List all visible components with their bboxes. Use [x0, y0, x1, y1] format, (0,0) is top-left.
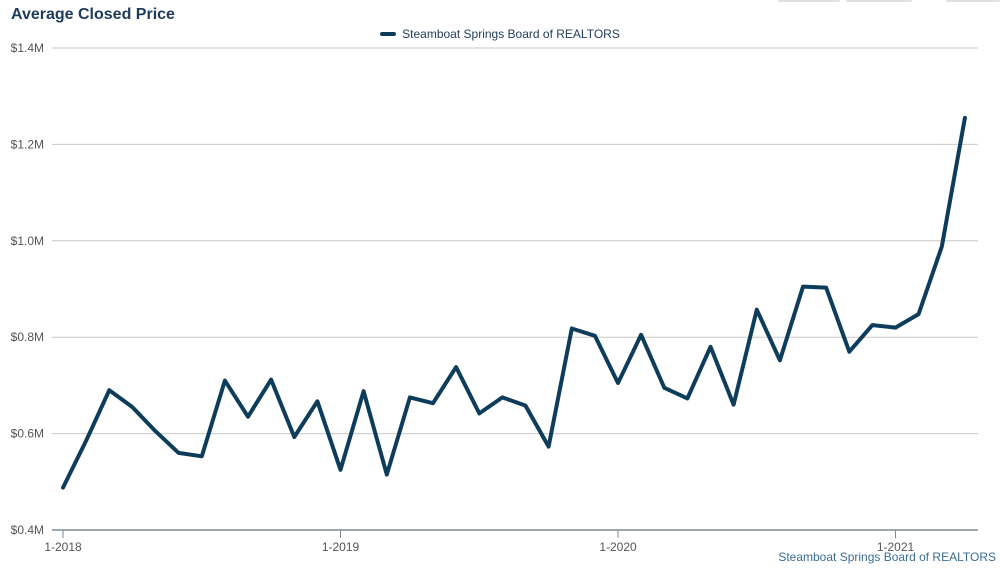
x-tick-label: 1-2021	[877, 540, 915, 554]
toolbar-tab[interactable]	[846, 0, 912, 2]
chart-title: Average Closed Price	[11, 6, 175, 23]
x-tick-label: 1-2019	[322, 540, 360, 554]
y-tick-label: $1.2M	[11, 137, 44, 151]
x-tick-label: 1-2018	[44, 540, 82, 554]
source-credit[interactable]: Steamboat Springs Board of REALTORS	[778, 550, 996, 564]
legend[interactable]: Steamboat Springs Board of REALTORS	[0, 27, 1000, 41]
legend-label: Steamboat Springs Board of REALTORS	[402, 27, 620, 41]
y-tick-label: $1.4M	[11, 41, 44, 55]
toolbar-tab[interactable]	[946, 0, 1000, 2]
y-tick-label: $0.8M	[11, 330, 44, 344]
legend-swatch	[380, 31, 397, 36]
y-tick-label: $0.4M	[11, 523, 44, 537]
y-tick-label: $0.6M	[11, 427, 44, 441]
toolbar-tab[interactable]	[778, 0, 840, 2]
series-line	[61, 115, 967, 490]
x-tick-label: 1-2020	[599, 540, 637, 554]
y-tick-label: $1.0M	[11, 234, 44, 248]
